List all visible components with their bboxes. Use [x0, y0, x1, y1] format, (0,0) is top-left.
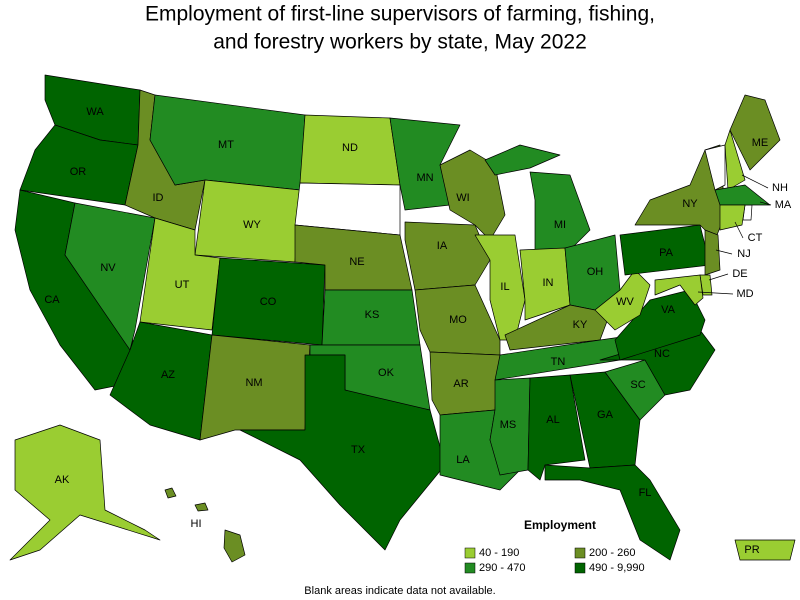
state-label: AK — [55, 474, 70, 486]
state-label: IA — [437, 240, 448, 252]
legend-swatch — [464, 562, 476, 574]
state-shape — [719, 204, 746, 231]
state-label: IN — [543, 277, 554, 289]
state-shape — [594, 269, 651, 331]
legend-label: 490 - 9,990 — [589, 562, 645, 574]
state-shape — [439, 149, 506, 241]
state-label: UT — [175, 279, 190, 291]
state-label: MO — [449, 314, 467, 326]
legend-label: 200 - 260 — [589, 547, 635, 559]
state-shape — [239, 354, 446, 551]
state-label: NJ — [737, 248, 750, 260]
state-label: ME — [752, 137, 769, 149]
state-shape — [599, 329, 716, 396]
state-shape — [164, 487, 246, 563]
state-label: MS — [500, 419, 517, 431]
state-label: KS — [365, 309, 380, 321]
state-shape — [519, 247, 571, 321]
state-label: MT — [218, 139, 234, 151]
state-label: ND — [342, 142, 358, 154]
state-label: ID — [153, 192, 164, 204]
state-label: NE — [349, 256, 364, 268]
state-label: WV — [616, 296, 634, 308]
legend-title: Employment — [524, 518, 596, 532]
leader-line — [741, 174, 769, 189]
state-label: WA — [86, 106, 104, 118]
state-label: OR — [70, 166, 87, 178]
legend-swatch — [574, 562, 586, 574]
state-shape — [9, 424, 161, 561]
state-label: KY — [573, 319, 588, 331]
state-label: AL — [546, 414, 559, 426]
state-shape — [704, 144, 726, 191]
state-shape — [614, 289, 706, 361]
leader-line — [697, 291, 734, 295]
state-label: MA — [775, 199, 792, 211]
state-label: NC — [654, 348, 670, 360]
state-shape — [64, 202, 156, 351]
legend-label: 40 - 190 — [479, 547, 519, 559]
state-label: HI — [191, 518, 202, 530]
state-shape — [724, 129, 746, 191]
state-label: NH — [772, 182, 788, 194]
title-line: and forestry workers by state, May 2022 — [213, 31, 587, 54]
state-shape — [404, 221, 491, 291]
state-shape — [729, 94, 781, 171]
state-label: WI — [456, 192, 469, 204]
state-label: OK — [378, 367, 395, 379]
legend-label: 290 - 470 — [479, 562, 525, 574]
state-label: AZ — [161, 369, 175, 381]
state-label: PA — [659, 247, 674, 259]
state-label: MI — [554, 219, 566, 231]
state-label: NV — [100, 262, 116, 274]
state-label: OH — [587, 266, 604, 278]
state-label: SC — [630, 379, 645, 391]
footnote: Blank areas indicate data not available. — [304, 585, 495, 597]
state-label: PR — [744, 544, 759, 556]
state-shape — [654, 274, 704, 306]
state-label: TX — [351, 444, 366, 456]
state-label: WY — [243, 219, 261, 231]
title-line: Employment of first-line supervisors of … — [145, 3, 655, 26]
state-label: CT — [748, 232, 763, 244]
state-label: GA — [597, 409, 614, 421]
state-shape — [704, 229, 721, 276]
state-label: MD — [736, 288, 753, 300]
state-label: CA — [44, 294, 60, 306]
leader-line — [715, 249, 733, 255]
legend-swatch — [574, 547, 586, 559]
leader-line — [759, 201, 772, 206]
state-label: VA — [661, 304, 676, 316]
state-label: TN — [551, 356, 566, 368]
state-label: LA — [456, 454, 470, 466]
state-label: CO — [260, 296, 277, 308]
leader-line — [734, 221, 744, 239]
state-label: NY — [682, 198, 698, 210]
state-label: IL — [500, 281, 509, 293]
state-label: MN — [416, 172, 433, 184]
state-shape — [544, 464, 681, 561]
state-label: AR — [453, 378, 468, 390]
leader-line — [708, 273, 729, 281]
state-shape — [734, 539, 796, 561]
legend-swatch — [464, 547, 476, 559]
state-label: DE — [732, 268, 747, 280]
state-label: FL — [639, 487, 652, 499]
state-label: NM — [245, 377, 262, 389]
